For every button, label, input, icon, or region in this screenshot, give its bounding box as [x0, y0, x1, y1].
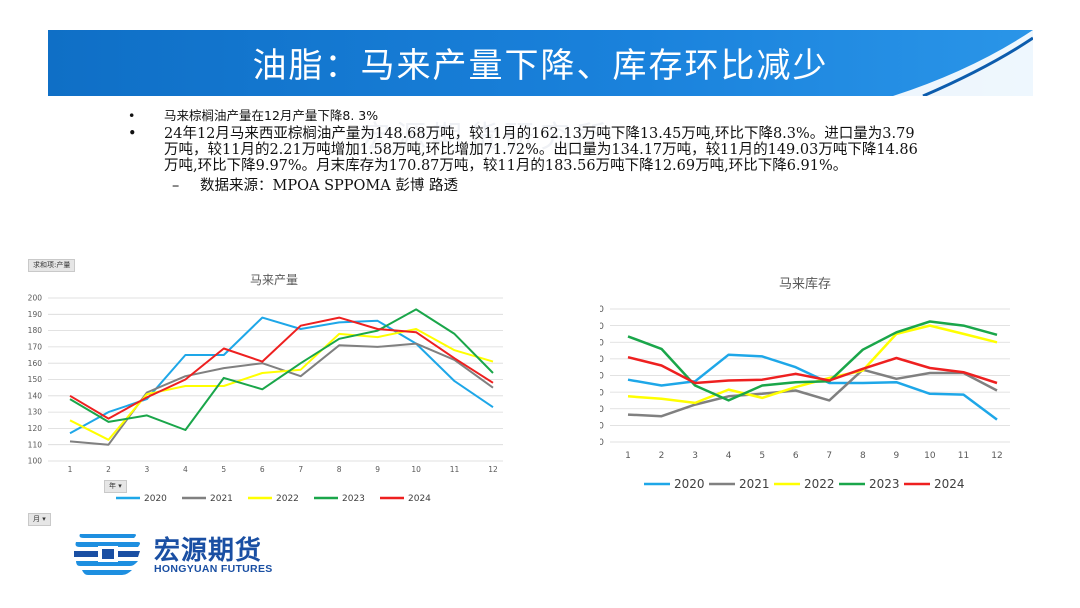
y-tick-label: 140 — [600, 405, 604, 415]
x-tick-label: 9 — [375, 465, 380, 474]
y-tick-label: 120 — [600, 422, 604, 432]
x-tick-label: 4 — [183, 465, 188, 474]
legend-label: 2021 — [210, 494, 233, 504]
legend-label: 2020 — [674, 477, 705, 491]
watermark: 宏源期货研究所 — [360, 120, 612, 155]
pivot-page-field-button[interactable]: 月 ▾ — [28, 513, 51, 526]
source-text: 数据来源：MPOA SPPOMA 彭博 路透 — [200, 178, 458, 194]
x-tick-label: 2 — [659, 451, 665, 461]
legend-label: 2020 — [144, 494, 167, 504]
y-tick-label: 110 — [28, 440, 42, 449]
x-tick-label: 10 — [924, 451, 936, 461]
logo-text-cn: 宏源期货 — [154, 536, 263, 566]
x-tick-label: 6 — [260, 465, 265, 474]
legend-label: 2024 — [934, 477, 965, 491]
y-tick-label: 200 — [28, 294, 42, 303]
legend-label: 2022 — [276, 494, 299, 504]
pivot-page-label: 月 — [33, 515, 40, 523]
bullet-text: 24年12月马来西亚棕榈油产量为148.68万吨，较11月的162.13万吨下降… — [164, 126, 918, 174]
y-tick-label: 150 — [28, 375, 42, 384]
company-logo: 宏源期货 HONGYUAN FUTURES — [72, 528, 332, 580]
pivot-row-label: 年 — [109, 482, 116, 490]
bullet-item: • 马来棕榈油产量在12月产量下降8. 3% — [128, 108, 928, 124]
filter-icon: ▾ — [118, 482, 122, 490]
y-tick-label: 140 — [28, 391, 42, 400]
x-tick-label: 6 — [793, 451, 799, 461]
y-tick-label: 130 — [28, 408, 42, 417]
bullet-dot: • — [128, 126, 137, 142]
y-tick-label: 100 — [28, 457, 42, 466]
bullet-text: 马来棕榈油产量在12月产量下降8. 3% — [164, 108, 379, 123]
series-line-2024 — [627, 355, 998, 385]
pivot-row-field-button[interactable]: 年 ▾ — [104, 480, 127, 493]
y-tick-label: 120 — [28, 424, 42, 433]
x-tick-label: 2 — [106, 465, 111, 474]
page-title: 油脂：马来产量下降、库存环比减少 — [252, 46, 829, 86]
x-tick-label: 9 — [893, 451, 899, 461]
chart-title: 马来库存 — [779, 276, 831, 292]
legend-label: 2022 — [804, 477, 835, 491]
legend-label: 2024 — [408, 494, 431, 504]
x-tick-label: 8 — [860, 451, 866, 461]
x-tick-label: 12 — [488, 465, 498, 474]
y-tick-label: 220 — [600, 338, 604, 348]
x-tick-label: 1 — [68, 465, 73, 474]
x-tick-label: 11 — [958, 451, 969, 461]
inventory-chart: 马来库存100120140160180200220240260123456789… — [600, 276, 1010, 491]
y-tick-label: 170 — [28, 343, 42, 352]
x-tick-label: 11 — [450, 465, 460, 474]
legend-label: 2023 — [342, 494, 365, 504]
x-tick-label: 4 — [726, 451, 732, 461]
dash-symbol: – — [172, 178, 180, 194]
logo-text-en: HONGYUAN FUTURES — [154, 563, 273, 575]
legend-label: 2021 — [739, 477, 770, 491]
legend-label: 2023 — [869, 477, 900, 491]
y-tick-label: 160 — [28, 359, 42, 368]
series-line-2023 — [627, 320, 998, 402]
logo-mark-icon — [74, 534, 140, 575]
bullet-item: • 24年12月马来西亚棕榈油产量为148.68万吨，较11月的162.13万吨… — [128, 126, 928, 174]
banner-swoosh — [893, 30, 1033, 96]
y-tick-label: 180 — [28, 326, 42, 335]
bullet-dot: • — [128, 108, 136, 123]
y-tick-label: 260 — [600, 305, 604, 315]
series-line-2024 — [69, 316, 494, 420]
chart-title: 马来产量 — [250, 273, 298, 287]
series-line-2020 — [627, 353, 998, 421]
x-tick-label: 7 — [298, 465, 303, 474]
x-tick-label: 3 — [145, 465, 150, 474]
chevron-down-icon: ▾ — [42, 515, 46, 523]
y-tick-label: 190 — [28, 310, 42, 319]
series-line-2021 — [69, 342, 494, 446]
x-tick-label: 7 — [826, 451, 832, 461]
x-tick-label: 10 — [411, 465, 421, 474]
x-tick-label: 3 — [692, 451, 698, 461]
y-tick-label: 100 — [600, 438, 604, 448]
y-tick-label: 200 — [600, 355, 604, 365]
x-tick-label: 5 — [221, 465, 226, 474]
series-line-2022 — [627, 324, 998, 405]
series-line-2023 — [69, 308, 494, 431]
x-tick-label: 12 — [991, 451, 1002, 461]
pivot-value-field-button[interactable]: 求和项:产量 — [28, 259, 76, 272]
y-tick-label: 180 — [600, 372, 604, 382]
y-tick-label: 240 — [600, 322, 604, 332]
x-tick-label: 8 — [337, 465, 342, 474]
series-line-2022 — [69, 328, 494, 441]
y-tick-label: 160 — [600, 388, 604, 398]
x-tick-label: 5 — [759, 451, 765, 461]
bullet-list: • 马来棕榈油产量在12月产量下降8. 3% • 24年12月马来西亚棕榈油产量… — [128, 108, 928, 194]
x-tick-label: 1 — [625, 451, 631, 461]
source-line: – 数据来源：MPOA SPPOMA 彭博 路透 — [128, 178, 928, 194]
series-line-2021 — [627, 368, 998, 418]
title-banner: 油脂：马来产量下降、库存环比减少 — [48, 30, 1033, 96]
